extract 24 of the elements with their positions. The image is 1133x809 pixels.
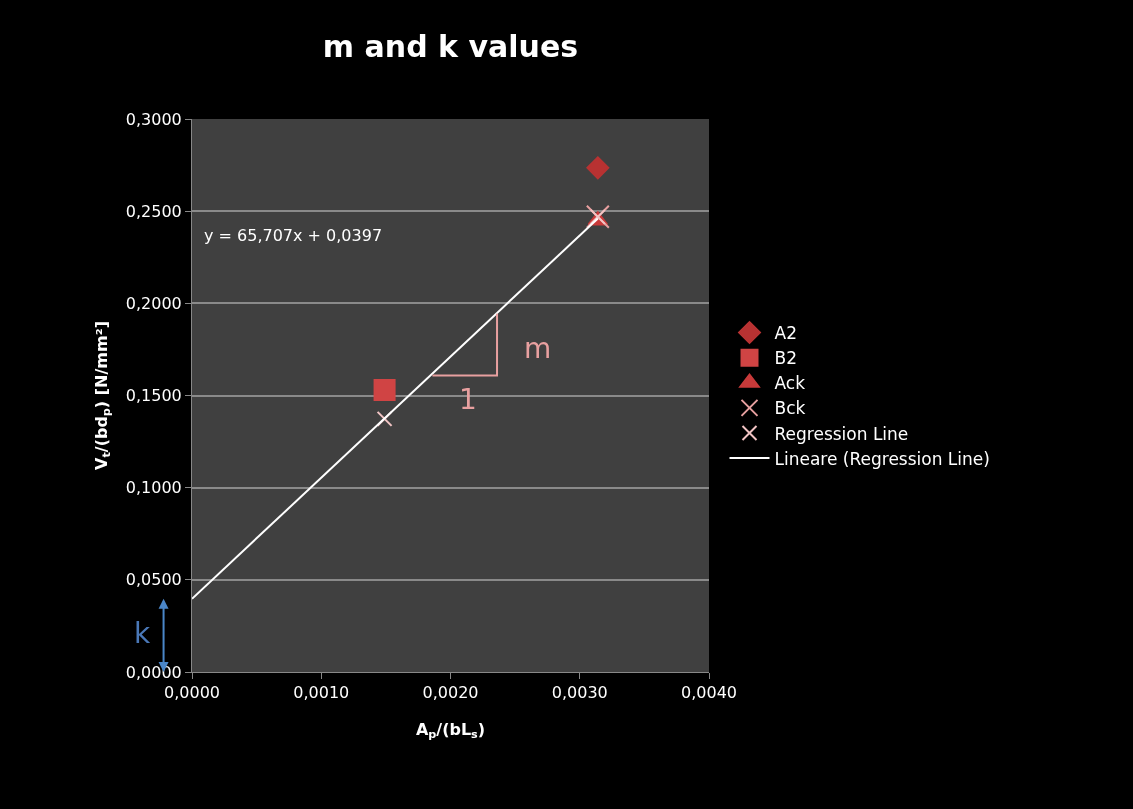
x-tick-label: 0,0000 (164, 683, 220, 703)
legend-label: Ack (774, 373, 806, 394)
chart-title: m and k values (322, 29, 579, 65)
x-tick-label: 0,0040 (681, 683, 737, 703)
y-tick-label: 0,0500 (125, 570, 182, 590)
y-tick-label: 0,1000 (125, 478, 182, 498)
y-tick-label: 0,3000 (125, 109, 182, 129)
x-tick-label: 0,0020 (422, 683, 479, 703)
text: k (134, 617, 151, 650)
annotation: m (524, 332, 552, 365)
annotation: y = 65,707x + 0,0397 (204, 226, 383, 245)
y-tick-label: 0,1500 (125, 386, 182, 406)
legend-label: Regression Line (774, 423, 909, 444)
x-tick-label: 0,0030 (551, 683, 608, 703)
y-tick-label: 0,2500 (125, 201, 182, 221)
x-tick-label: 0,0010 (293, 683, 350, 703)
x-axis-title: A$_{p}$/(bL$_{s}$) (415, 719, 486, 742)
legend-label: B2 (774, 348, 797, 369)
annotation: 1 (459, 383, 477, 416)
legend-label: Lineare (Regression Line) (774, 448, 990, 469)
y-tick-label: 0,0000 (125, 662, 182, 682)
legend-label: Bck (774, 398, 806, 419)
legend-label: A2 (774, 323, 797, 344)
y-tick-label: 0,2000 (125, 293, 182, 313)
